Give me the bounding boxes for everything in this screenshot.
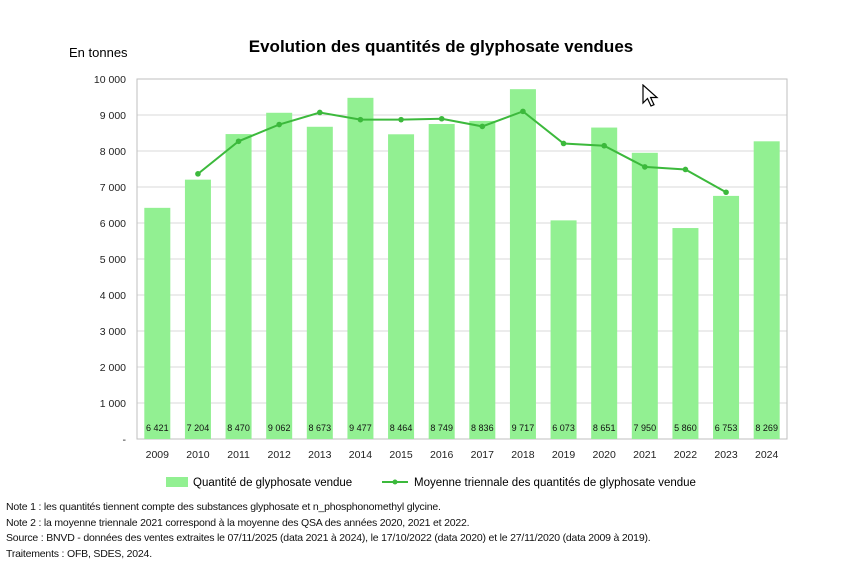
- bar: [550, 220, 577, 439]
- x-axis: 2009 2010 2011 2012 2013 2014 2015 2016 2017 2018…: [146, 449, 779, 461]
- line-point: [520, 108, 526, 115]
- bar-data-label: 9 062: [268, 423, 291, 433]
- x-tick-label: 2020: [593, 449, 617, 461]
- bar-data-label: 5 860: [674, 423, 697, 433]
- y-tick-label: 1 000: [100, 398, 126, 410]
- y-axis: - 1 000 2 000 3 000 4 000 5 000 6 000 7 000 8 00…: [94, 74, 127, 446]
- bar-data-label: 6 753: [715, 423, 738, 433]
- y-axis-title: En tonnes: [69, 45, 128, 60]
- x-tick-label: 2022: [674, 449, 698, 461]
- bar: [591, 127, 618, 440]
- line-point: [682, 166, 689, 173]
- line-point: [398, 116, 404, 123]
- line-point: [195, 171, 201, 177]
- processing-note: Traitements : OFB, SDES, 2024.: [6, 547, 152, 560]
- y-tick-label: 5 000: [100, 254, 126, 266]
- bar-data-label: 7 204: [187, 423, 210, 433]
- x-tick-label: 2013: [308, 449, 332, 461]
- bar-data-label: 8 651: [593, 423, 616, 433]
- legend: Quantité de glyphosate vendue Moyenne tr…: [166, 477, 696, 489]
- line-point: [235, 138, 242, 145]
- bar-data-label: 6 421: [146, 423, 169, 433]
- line-point: [357, 116, 364, 123]
- x-tick-label: 2009: [146, 449, 170, 461]
- x-tick-label: 2024: [755, 449, 779, 461]
- bar-data-label: 8 836: [471, 423, 494, 433]
- y-tick-label: 6 000: [100, 218, 126, 230]
- x-tick-label: 2023: [714, 449, 738, 461]
- bar-data-label: 9 477: [349, 423, 372, 433]
- bar-data-label: 7 950: [634, 423, 657, 433]
- line-point: [723, 189, 729, 196]
- bar: [225, 134, 252, 439]
- line-point: [642, 164, 648, 170]
- bar: [631, 152, 658, 440]
- bar: [428, 124, 455, 439]
- y-tick-label: 2 000: [100, 362, 126, 374]
- bar: [469, 120, 496, 440]
- line-point: [317, 109, 323, 116]
- bar: [184, 179, 211, 439]
- x-tick-label: 2016: [430, 449, 454, 461]
- legend-bar-swatch: [166, 477, 188, 487]
- bar-data-label: 6 073: [552, 423, 575, 433]
- bar-data-label: 8 673: [309, 423, 332, 433]
- mouse-pointer-icon: [642, 83, 660, 113]
- bar: [306, 126, 333, 439]
- x-tick-label: 2019: [552, 449, 576, 461]
- x-tick-label: 2014: [349, 449, 373, 461]
- chart: Evolution des quantités de glyphosate ve…: [69, 37, 788, 489]
- note-1: Note 1 : les quantités tiennent compte d…: [6, 501, 441, 513]
- y-tick-label: 7 000: [100, 182, 126, 194]
- bar: [672, 228, 699, 439]
- legend-line-label: Moyenne triennale des quantités de glyph…: [414, 477, 696, 489]
- x-tick-label: 2010: [186, 449, 210, 461]
- plot-area-border: [136, 78, 788, 440]
- legend-line-marker: [392, 479, 398, 485]
- x-tick-label: 2017: [471, 449, 495, 461]
- footnotes: Note 1 : les quantités tiennent compte d…: [6, 500, 651, 562]
- line-point: [479, 123, 486, 130]
- bar-data-label: 8 470: [227, 423, 250, 433]
- y-tick-label: 10 000: [94, 74, 126, 86]
- bar: [388, 134, 415, 439]
- y-tick-label: 4 000: [100, 290, 126, 302]
- bar-data-label: 8 269: [755, 423, 778, 433]
- bar: [144, 207, 171, 439]
- note-2: Note 2 : la moyenne triennale 2021 corre…: [6, 516, 470, 529]
- y-tick-label: 8 000: [100, 146, 126, 158]
- bar-data-label: 9 717: [512, 423, 535, 433]
- y-tick-label: -: [123, 434, 127, 446]
- bar: [509, 89, 536, 440]
- legend-bar-label: Quantité de glyphosate vendue: [193, 477, 352, 489]
- bar-series: [144, 89, 780, 440]
- line-point: [560, 140, 567, 147]
- bar-data-label: 8 464: [390, 423, 413, 433]
- bar: [753, 141, 780, 440]
- x-tick-label: 2015: [389, 449, 413, 461]
- y-tick-label: 9 000: [100, 110, 126, 122]
- line-point: [601, 142, 607, 149]
- x-tick-label: 2011: [227, 449, 250, 461]
- bar-data-label: 8 749: [430, 423, 453, 433]
- x-tick-label: 2012: [268, 449, 292, 461]
- y-tick-label: 3 000: [100, 326, 126, 338]
- source-note: Source : BNVD - données des ventes extra…: [6, 532, 651, 544]
- bar: [266, 112, 293, 439]
- chart-title: Evolution des quantités de glyphosate ve…: [249, 37, 633, 56]
- data-labels: 6 421 7 204 8 470 9 062 8 673 9 477 8 464 8 749…: [146, 423, 778, 433]
- x-tick-label: 2018: [511, 449, 535, 461]
- bar: [347, 97, 374, 439]
- line-point: [438, 115, 445, 122]
- x-tick-label: 2021: [633, 449, 657, 461]
- line-series: [195, 108, 729, 196]
- bar: [713, 195, 740, 439]
- moving-average-line: [197, 110, 727, 194]
- line-point: [276, 121, 282, 128]
